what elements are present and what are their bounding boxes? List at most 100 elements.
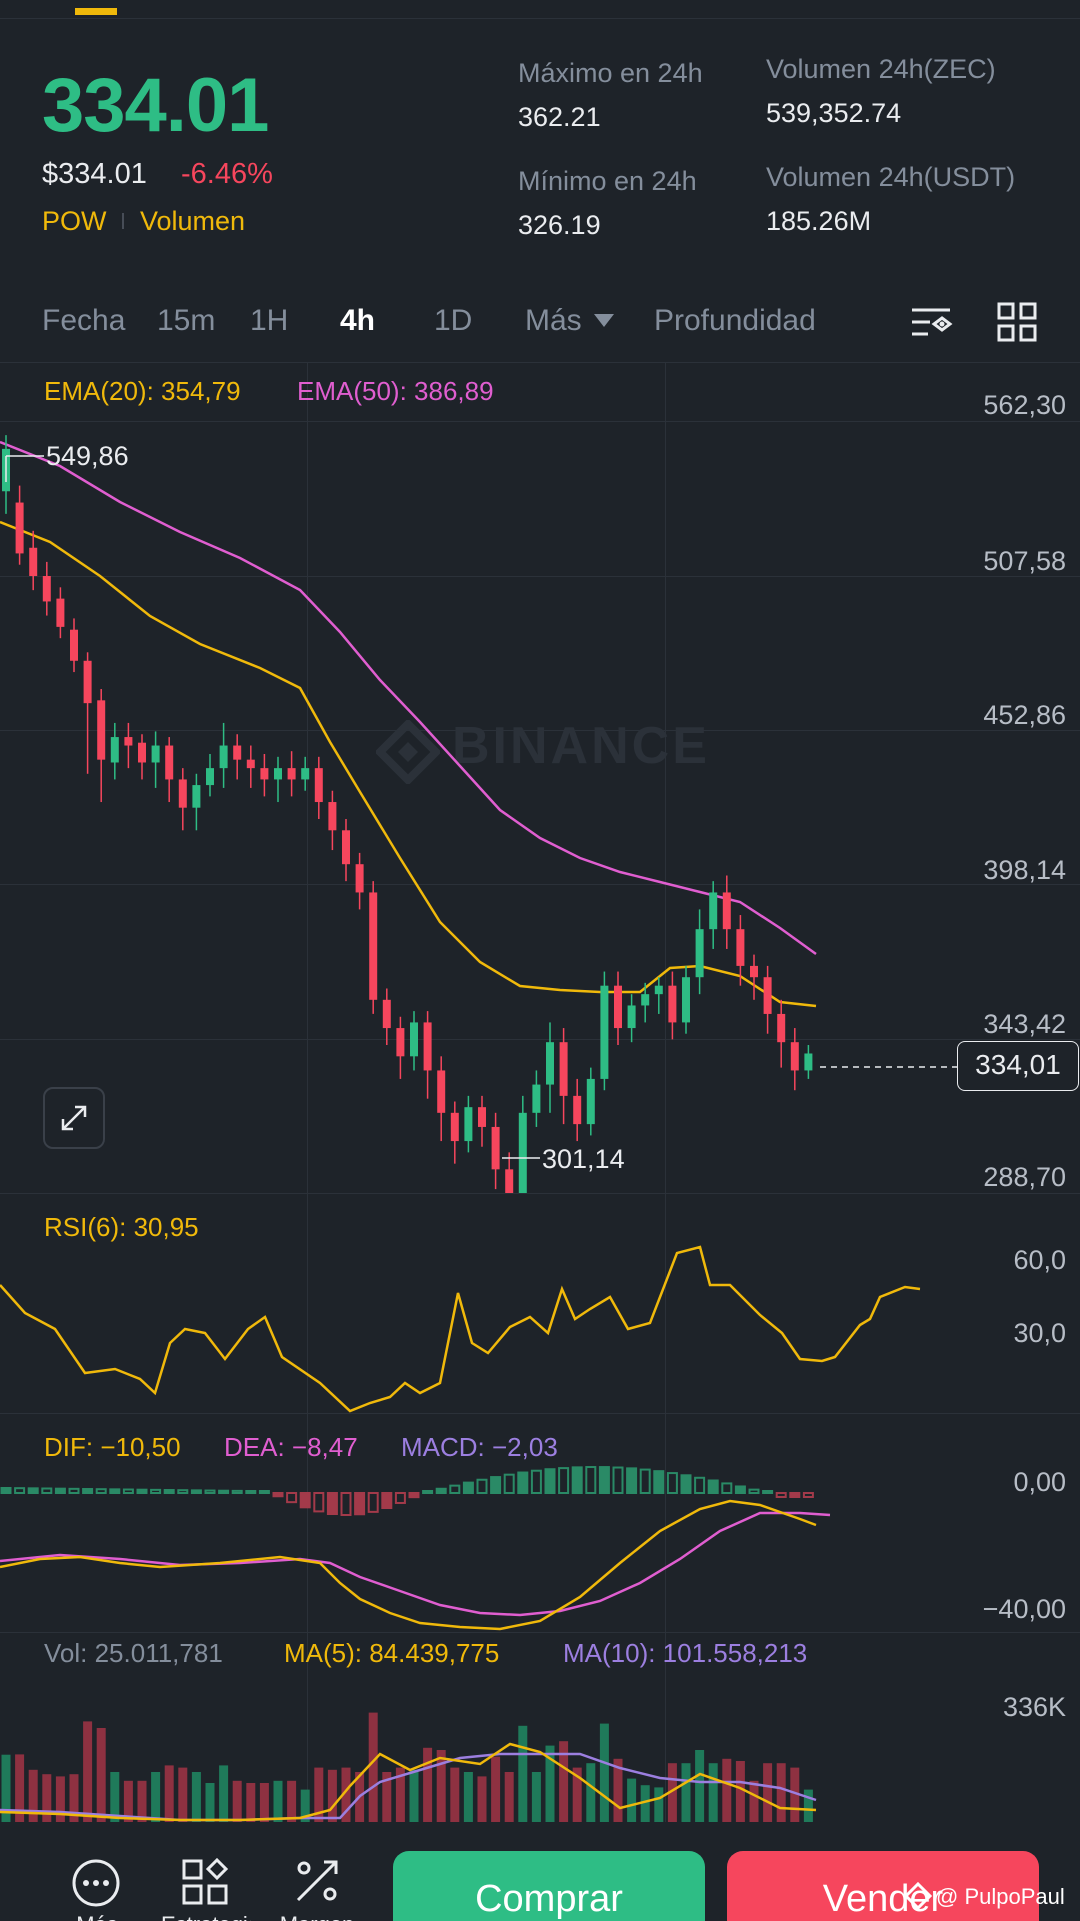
margin-label[interactable]: Margen [272,1912,362,1921]
macd-bar [748,1488,760,1494]
volume-bar [531,1772,541,1822]
vol-axis-tick: 336K [1002,1692,1066,1722]
macd-bar [734,1485,746,1494]
price-axis-tick: 343,42 [983,1009,1066,1039]
macd-bar [394,1492,406,1504]
strategies-icon[interactable] [181,1858,229,1906]
candle-body [559,1042,568,1096]
tab-more[interactable]: Más [525,304,582,337]
volume-bar [219,1765,229,1822]
macd-bar [721,1482,733,1495]
stat-value-vol-zec: 539,352.74 [766,98,902,128]
price-axis-tick: 562,30 [983,390,1066,420]
price-axis-tick: 288,70 [983,1162,1066,1192]
macd-bar [626,1467,638,1494]
sell-button[interactable]: Vender [727,1851,1039,1921]
candle-body [192,785,201,808]
margin-icon[interactable] [292,1856,342,1906]
strategies-label[interactable]: Estrategias [161,1912,251,1921]
more-label[interactable]: Más [62,1912,132,1921]
macd-bar [435,1487,447,1495]
credit-text: @ PulpoPaul [936,1884,1065,1909]
candle-body [396,1028,405,1057]
candle-body [178,779,187,808]
candle-body [491,1126,500,1170]
current-price-tag[interactable]: 334,01 [957,1041,1079,1091]
change-percent: -6.46% [181,158,273,190]
volume-bar [395,1767,405,1822]
credit-logo-icon [904,1882,932,1910]
macd-axis-tick: −40,00 [982,1594,1066,1624]
tab-fecha[interactable]: Fecha [42,304,126,337]
volume-bar [232,1780,242,1822]
volume-bar [137,1780,147,1822]
macd-histogram [0,1466,814,1516]
dea-label: DEA: −8,47 [224,1432,358,1462]
vol-ma5-line [0,1742,817,1822]
volume-chart[interactable] [0,1632,1080,1822]
tab-1h[interactable]: 1H [250,304,289,337]
macd-bar [95,1488,107,1494]
candle-body [614,985,622,1029]
buy-button[interactable]: Comprar [393,1851,705,1921]
chevron-down-icon [594,314,614,327]
volume-bar [654,1787,664,1822]
volume-bar [327,1769,337,1822]
grid-layout-icon[interactable] [997,302,1037,342]
stat-value-high: 362.21 [518,102,601,132]
rsi-chart[interactable] [0,1193,1080,1413]
volume-bar [749,1780,759,1822]
watermark: BINANCE [452,717,710,775]
macd-bar [218,1489,230,1494]
macd-bar [408,1492,420,1499]
candle-body [478,1107,486,1127]
candle-body [233,745,242,760]
candle-body [641,994,650,1006]
macd-bar [286,1492,298,1504]
tag-pow[interactable]: POW [42,206,107,236]
macd-bar [163,1489,175,1494]
candle-body [287,768,296,780]
price-axis-tick: 452,86 [983,700,1066,730]
candle-body [274,768,282,780]
candle-body [328,802,337,831]
macd-bar [109,1488,121,1495]
candle-body [219,745,228,769]
macd-bar [462,1481,474,1494]
candle-body [505,1169,514,1193]
chart-settings-icon[interactable] [910,304,954,344]
macd-bar [802,1492,814,1498]
tab-1d[interactable]: 1D [434,304,473,337]
pane-divider [0,1413,1080,1414]
ema50-line [0,440,817,956]
candle-body [546,1042,554,1085]
tag-volume[interactable]: Volumen [140,206,246,236]
rsi-label: RSI(6): 30,95 [44,1212,199,1242]
macd-bar [326,1492,338,1516]
volume-bar [735,1761,745,1822]
tab-15m[interactable]: 15m [157,304,216,337]
expand-button[interactable] [43,1087,105,1149]
macd-bar [150,1488,162,1495]
macd-bar [367,1492,379,1513]
macd-bar [272,1492,284,1498]
candlestick-chart[interactable] [0,362,1080,1193]
macd-bar [707,1479,719,1494]
macd-bar [299,1492,311,1509]
macd-bar [762,1490,774,1494]
volume-bar [491,1756,501,1822]
more-icon[interactable] [71,1858,121,1908]
rsi-line [0,1245,921,1413]
macd-bar [422,1490,434,1494]
stat-label-vol-usdt: Volumen 24h(USDT) [766,162,1016,192]
tab-depth[interactable]: Profundidad [654,304,816,337]
vol-label: Vol: 25.011,781 [44,1638,223,1668]
macd-chart[interactable] [0,1413,1080,1632]
macd-bar [544,1468,556,1494]
volume-bar [15,1754,25,1822]
macd-bar [68,1487,80,1494]
tab-4h[interactable]: 4h [340,304,376,337]
macd-bar [449,1484,461,1494]
volume-bar [1,1754,11,1822]
candle-body [573,1095,582,1125]
